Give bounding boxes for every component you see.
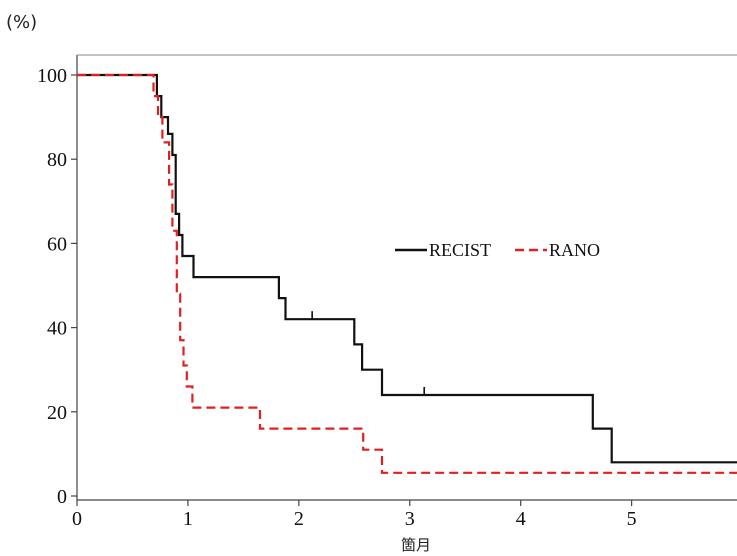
x-axis-label: 箇月: [400, 536, 431, 554]
y-tick-label: 40: [47, 318, 67, 340]
y-tick-label: 20: [47, 402, 67, 424]
chart-series-layer: [77, 73, 737, 474]
x-tick-label: 2: [294, 508, 304, 530]
y-axis-unit-label: (%): [6, 12, 38, 33]
x-tick-label: 4: [516, 508, 526, 530]
y-tick-label: 100: [37, 65, 67, 87]
chart-legend: RECIST RANO: [395, 240, 600, 260]
legend-label-rano: RANO: [549, 240, 600, 260]
x-tick-label: 3: [405, 508, 415, 530]
y-tick-label: 0: [57, 486, 67, 508]
x-tick-label: 5: [627, 508, 637, 530]
legend-label-recist: RECIST: [429, 240, 491, 260]
series-line-recist: [77, 73, 737, 464]
chart-ticks: 0 20 40 60 80 100 0 1 2 3 4 5: [37, 65, 637, 530]
series-line-rano: [77, 73, 737, 474]
y-tick-label: 60: [47, 233, 67, 255]
x-tick-label: 0: [72, 508, 82, 530]
y-tick-label: 80: [47, 149, 67, 171]
chart-axes: [76, 54, 737, 501]
x-tick-label: 1: [183, 508, 193, 530]
